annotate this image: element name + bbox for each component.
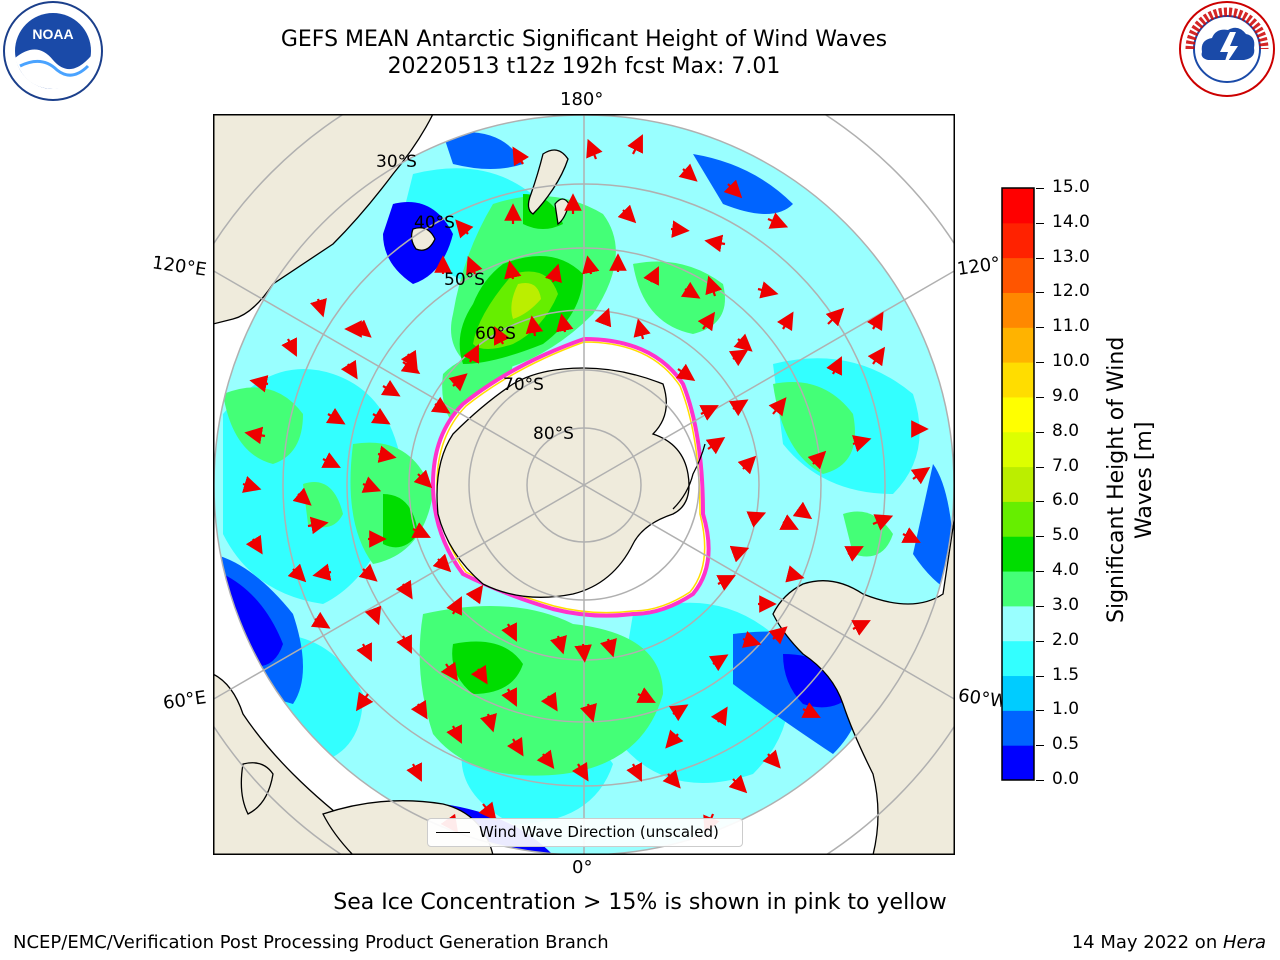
wind-wave-arrows (242, 134, 931, 835)
colorbar-tick-mark (1036, 362, 1044, 364)
colorbar-tick-label: 10.0 (1052, 351, 1090, 372)
colorbar-segment (1002, 292, 1034, 328)
lon-label-0: 0° (572, 857, 593, 878)
lat-label-60s: 60°S (475, 324, 516, 344)
lat-label-80s: 80°S (533, 424, 574, 444)
colorbar-tick-mark (1036, 640, 1044, 642)
colorbar-tick-label: 7.0 (1052, 455, 1080, 476)
colorbar-segment (1002, 571, 1034, 607)
polar-map (213, 114, 955, 855)
map-legend: Wind Wave Direction (unscaled) (427, 818, 743, 847)
colorbar-segment (1002, 222, 1034, 259)
colorbar-tick-mark (1036, 292, 1044, 294)
legend-label: Wind Wave Direction (unscaled) (479, 823, 719, 841)
colorbar-tick-mark (1036, 222, 1044, 224)
colorbar-tick-mark (1036, 571, 1044, 573)
colorbar-tick-mark (1036, 780, 1044, 781)
footer-credit: NCEP/EMC/Verification Post Processing Pr… (13, 932, 609, 953)
colorbar-tick-label: 13.0 (1052, 246, 1090, 267)
colorbar-segment (1002, 675, 1034, 711)
colorbar-tick-label: 2.0 (1052, 629, 1080, 650)
colorbar-tick-label: 6.0 (1052, 490, 1080, 511)
colorbar-tick-label: 5.0 (1052, 525, 1080, 546)
antarctica (436, 367, 690, 598)
colorbar-tick-mark (1036, 188, 1044, 189)
colorbar-tick-mark (1036, 431, 1044, 433)
colorbar-tick-mark (1036, 675, 1044, 677)
lat-label-70s: 70°S (503, 375, 544, 395)
lon-label-60e: 60°E (161, 687, 208, 714)
lat-label-50s: 50°S (444, 270, 485, 290)
lon-label-120e: 120°E (150, 252, 208, 281)
colorbar-segment (1002, 605, 1034, 642)
lat-label-40s: 40°S (414, 213, 455, 233)
footer-date-text: 14 May 2022 on (1071, 932, 1223, 953)
colorbar-segment (1002, 640, 1034, 677)
colorbar (1001, 187, 1035, 781)
colorbar-tick-label: 15.0 (1052, 177, 1090, 197)
land-masses (213, 114, 955, 855)
sea-ice-note: Sea Ice Concentration > 15% is shown in … (333, 890, 947, 915)
colorbar-label: Significant Height of Wind Waves [m] (1104, 336, 1157, 624)
colorbar-tick-mark (1036, 605, 1044, 607)
chart-title: GEFS MEAN Antarctic Significant Height o… (280, 27, 888, 52)
colorbar-tick-mark (1036, 257, 1044, 259)
lon-label-180: 180° (560, 89, 604, 110)
colorbar-tick-label: 14.0 (1052, 211, 1090, 232)
colorbar-tick-mark (1036, 745, 1044, 747)
colorbar-tick-mark (1036, 710, 1044, 712)
colorbar-tick-label: 0.0 (1052, 769, 1080, 789)
colorbar-segment (1002, 501, 1034, 537)
nws-logo (1179, 1, 1275, 97)
colorbar-tick-label: 11.0 (1052, 316, 1090, 337)
legend-line-sample (436, 832, 470, 833)
colorbar-tick-label: 1.5 (1052, 664, 1080, 685)
colorbar-tick-mark (1036, 327, 1044, 329)
colorbar-tick-label: 1.0 (1052, 699, 1080, 720)
colorbar-segment (1002, 745, 1034, 781)
colorbar-segment (1002, 257, 1034, 293)
colorbar-tick-mark (1036, 396, 1044, 398)
colorbar-tick-label: 0.5 (1052, 734, 1080, 755)
lon-label-120w: 120°W (955, 253, 1003, 280)
footer-date: 14 May 2022 on Hera (1072, 932, 1266, 953)
chart-subtitle: 20220513 t12z 192h fcst Max: 7.01 (387, 54, 781, 79)
colorbar-segment (1002, 396, 1034, 433)
colorbar-segment (1002, 362, 1034, 398)
colorbar-tick-mark (1036, 536, 1044, 538)
colorbar-tick-label: 9.0 (1052, 385, 1080, 406)
colorbar-tick-label: 8.0 (1052, 420, 1080, 441)
colorbar-tick-mark (1036, 466, 1044, 468)
colorbar-tick-label: 4.0 (1052, 560, 1080, 581)
colorbar-tick-label: 12.0 (1052, 281, 1090, 302)
colorbar-segment (1002, 188, 1034, 224)
footer-host: Hera (1222, 932, 1266, 953)
colorbar-segment (1002, 536, 1034, 572)
colorbar-segment (1002, 431, 1034, 468)
colorbar-tick-label: 3.0 (1052, 594, 1080, 615)
lon-label-60w: 60°W (956, 685, 1004, 712)
colorbar-segment (1002, 466, 1034, 502)
colorbar-tick-mark (1036, 501, 1044, 503)
noaa-logo: NOAA (3, 1, 103, 101)
lat-label-30s: 30°S (376, 152, 417, 172)
noaa-logo-text: NOAA (32, 26, 73, 42)
colorbar-segment (1002, 327, 1034, 363)
colorbar-segment (1002, 710, 1034, 746)
